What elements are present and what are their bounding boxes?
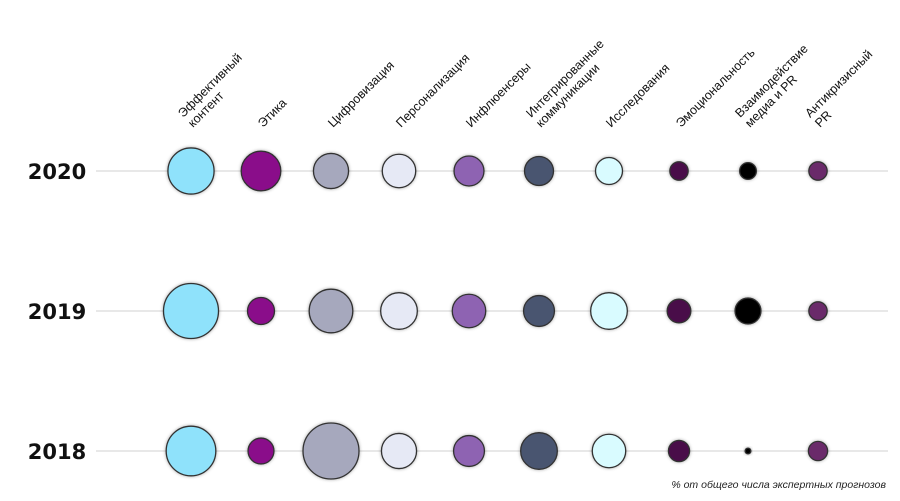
bubble-2019-8[interactable] bbox=[734, 297, 762, 325]
bubble-2020-3[interactable] bbox=[381, 153, 417, 189]
bubble-2020-0[interactable] bbox=[167, 147, 215, 195]
category-label-6: Исследования bbox=[603, 61, 672, 130]
bubble-2020-1[interactable] bbox=[240, 150, 282, 192]
bubble-2018-7[interactable] bbox=[667, 439, 691, 463]
bubble-2019-5[interactable] bbox=[522, 294, 556, 328]
category-label-4: Инфлюенсеры bbox=[463, 60, 533, 130]
category-label-2: Цифровизация bbox=[325, 58, 397, 130]
bubble-2019-2[interactable] bbox=[308, 288, 354, 334]
category-label-9: АнтикризисныйPR bbox=[802, 47, 885, 130]
year-label-2018: 2018 bbox=[28, 440, 86, 464]
bubble-2019-4[interactable] bbox=[451, 293, 487, 329]
bubble-2020-5[interactable] bbox=[523, 155, 555, 187]
bubble-2020-6[interactable] bbox=[594, 156, 624, 186]
bubble-2018-6[interactable] bbox=[591, 433, 627, 469]
bubble-2020-9[interactable] bbox=[808, 161, 828, 181]
bubble-2019-6[interactable] bbox=[590, 292, 628, 330]
bubble-2019-1[interactable] bbox=[246, 296, 276, 326]
year-label-2019: 2019 bbox=[28, 300, 86, 324]
category-label-5: Интегрированныекоммуникации bbox=[523, 37, 616, 130]
bubble-2018-3[interactable] bbox=[380, 432, 418, 470]
bubble-2019-0[interactable] bbox=[162, 282, 220, 340]
bubble-2019-9[interactable] bbox=[808, 301, 828, 321]
year-label-2020: 2020 bbox=[28, 160, 86, 184]
bubble-2020-4[interactable] bbox=[453, 155, 485, 187]
bubble-2018-0[interactable] bbox=[165, 425, 217, 477]
bubble-2019-7[interactable] bbox=[666, 298, 692, 324]
bubble-2018-8[interactable] bbox=[744, 447, 752, 455]
category-label-1: Этика bbox=[255, 96, 289, 130]
bubble-2020-7[interactable] bbox=[669, 161, 689, 181]
bubble-2018-5[interactable] bbox=[520, 432, 558, 470]
footnote: % от общего числа экспертных прогнозов bbox=[671, 479, 886, 491]
bubble-2018-2[interactable] bbox=[302, 422, 360, 480]
category-label-3: Персонализация bbox=[393, 51, 472, 130]
bubble-2018-1[interactable] bbox=[247, 437, 275, 465]
bubble-2019-3[interactable] bbox=[380, 292, 418, 330]
bubble-2020-8[interactable] bbox=[738, 161, 758, 181]
bubble-2020-2[interactable] bbox=[312, 152, 350, 190]
category-label-0: Эффективныйконтент bbox=[175, 51, 254, 130]
bubble-2018-9[interactable] bbox=[807, 440, 829, 462]
bubble-2018-4[interactable] bbox=[452, 434, 486, 468]
